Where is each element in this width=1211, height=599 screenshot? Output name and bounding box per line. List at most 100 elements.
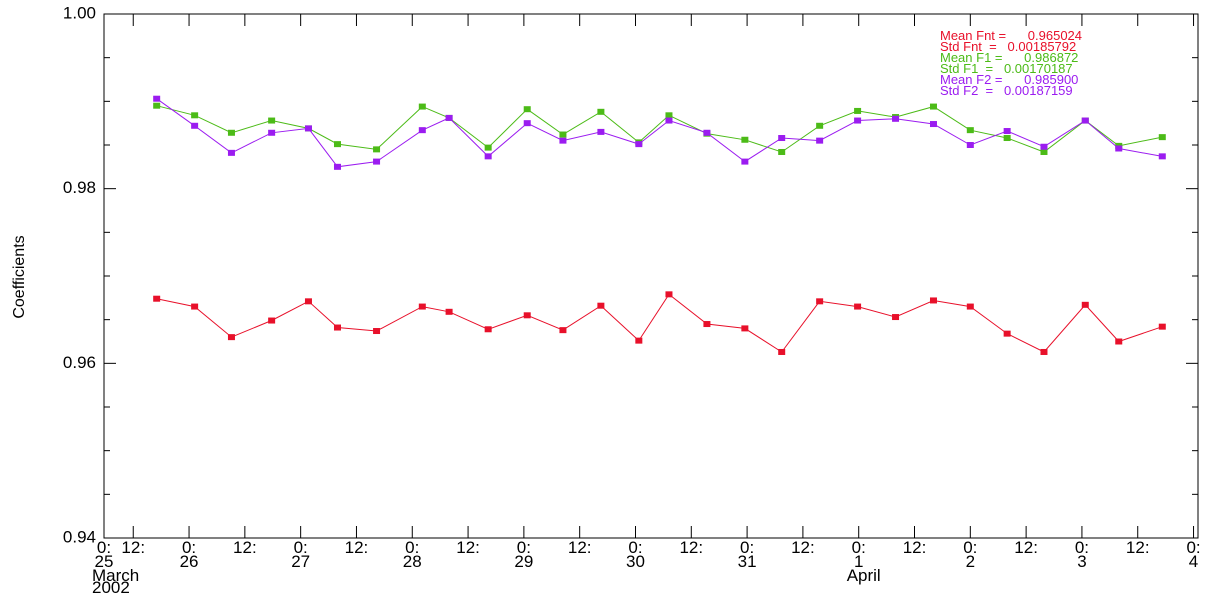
- data-point: [227, 334, 235, 341]
- data-point: [418, 103, 426, 110]
- data-point: [523, 106, 531, 113]
- x-day-label: 31: [738, 552, 757, 571]
- x-tick-label: 12:: [233, 538, 257, 557]
- x-tick-label: 0:: [1186, 538, 1200, 557]
- data-point: [227, 129, 235, 136]
- x-day-label: 26: [180, 552, 199, 571]
- y-tick-label: 1.00: [63, 3, 96, 22]
- data-point: [665, 291, 673, 298]
- data-point: [268, 117, 276, 124]
- data-point: [1158, 323, 1166, 330]
- x-tick-label: 12:: [1126, 538, 1150, 557]
- x-tick-label: 0:: [182, 538, 196, 557]
- data-point: [966, 142, 974, 148]
- x-tick-label: 12:: [121, 538, 145, 557]
- data-point: [484, 153, 492, 160]
- data-point: [703, 321, 711, 328]
- x-day-label: 1: [854, 552, 863, 571]
- data-point: [1003, 330, 1011, 337]
- data-point: [854, 107, 862, 114]
- data-point: [559, 131, 567, 138]
- y-tick-label: 0.94: [63, 527, 96, 546]
- data-point: [892, 314, 900, 321]
- data-point: [373, 328, 381, 335]
- data-point: [418, 127, 426, 134]
- annotation: Mean Fnt = 0.965024: [940, 28, 1082, 43]
- x-tick-label: 0:: [1075, 538, 1089, 557]
- x-tick-label: 0:: [97, 538, 111, 557]
- x-tick-label: 0:: [405, 538, 419, 557]
- data-point: [665, 112, 673, 119]
- data-point: [635, 337, 643, 344]
- data-point: [418, 303, 426, 310]
- data-point: [635, 141, 643, 148]
- x-day-label: 25: [95, 552, 114, 571]
- x-tick-label: 12:: [345, 538, 369, 557]
- data-point: [153, 102, 161, 109]
- x-tick-label: 0:: [852, 538, 866, 557]
- x-tick-label: 12:: [679, 538, 703, 557]
- data-point: [153, 95, 161, 102]
- series-line: [156, 98, 1163, 168]
- data-point: [778, 135, 786, 142]
- data-point: [929, 121, 937, 128]
- x-day-label: 4: [1189, 552, 1198, 571]
- data-point: [966, 303, 974, 310]
- y-tick-label: 0.96: [63, 353, 96, 372]
- x-tick-label: 0:: [517, 538, 531, 557]
- data-point: [1040, 143, 1048, 150]
- data-point: [484, 144, 492, 151]
- data-point: [1158, 153, 1166, 160]
- data-point: [153, 295, 161, 302]
- data-point: [373, 158, 381, 165]
- data-point: [929, 297, 937, 304]
- data-point: [966, 127, 974, 134]
- data-point: [1115, 338, 1123, 345]
- data-point: [741, 158, 749, 165]
- data-point: [778, 348, 786, 355]
- annotation: Std F2 = 0.00187159: [940, 83, 1073, 98]
- data-point: [816, 298, 824, 305]
- data-point: [373, 146, 381, 153]
- data-point: [892, 115, 900, 122]
- data-point: [559, 327, 567, 334]
- data-point: [333, 163, 341, 170]
- data-point: [1003, 135, 1011, 142]
- x-tick-label: 12:: [903, 538, 927, 557]
- data-point: [523, 120, 531, 127]
- data-point: [1158, 134, 1166, 141]
- x-day-label: 28: [403, 552, 422, 571]
- data-point: [559, 137, 567, 144]
- data-point: [816, 137, 824, 144]
- data-point: [445, 308, 453, 315]
- x-tick-label: 12:: [568, 538, 592, 557]
- data-point: [854, 303, 862, 310]
- x-day-label: 3: [1077, 552, 1086, 571]
- x-tick-label: 12:: [791, 538, 815, 557]
- data-point: [1003, 128, 1011, 135]
- data-point: [191, 112, 199, 119]
- x-day-label: 29: [514, 552, 533, 571]
- data-point: [227, 149, 235, 156]
- data-point: [1040, 148, 1048, 155]
- data-point: [778, 148, 786, 155]
- data-point: [741, 136, 749, 143]
- x-tick-label: 0:: [740, 538, 754, 557]
- data-point: [445, 114, 453, 121]
- x-tick-label: 0:: [294, 538, 308, 557]
- data-point: [268, 317, 276, 324]
- data-point: [191, 303, 199, 310]
- data-point: [333, 141, 341, 148]
- x-tick-label: 0:: [628, 538, 642, 557]
- data-point: [665, 117, 673, 124]
- data-point: [597, 128, 605, 135]
- data-point: [597, 108, 605, 115]
- x-tick-label: 12:: [456, 538, 480, 557]
- data-point: [1115, 145, 1123, 152]
- x-day-label: 30: [626, 552, 645, 571]
- data-point: [816, 122, 824, 129]
- x-tick-label: 12:: [1014, 538, 1038, 557]
- data-point: [1081, 117, 1089, 124]
- data-point: [597, 302, 605, 309]
